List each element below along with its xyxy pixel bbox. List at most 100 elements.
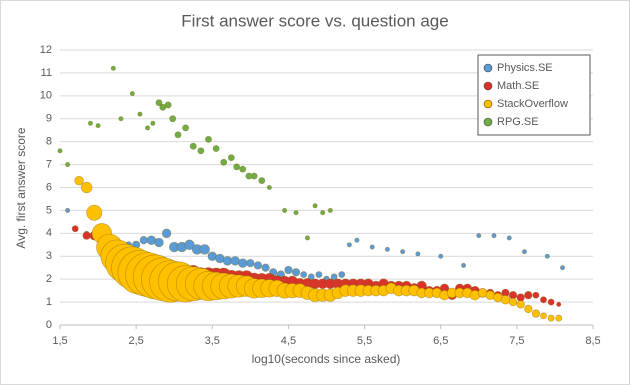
legend-label: Math.SE bbox=[497, 80, 539, 92]
marker bbox=[266, 184, 272, 191]
marker bbox=[80, 181, 93, 194]
marker bbox=[237, 258, 248, 268]
legend-marker bbox=[483, 81, 493, 91]
marker bbox=[354, 237, 360, 243]
marker bbox=[291, 268, 301, 277]
legend-marker bbox=[483, 63, 493, 73]
marker bbox=[540, 312, 547, 320]
marker bbox=[150, 120, 156, 126]
y-tick-label: 9 bbox=[46, 113, 52, 125]
marker bbox=[129, 90, 135, 97]
marker bbox=[159, 103, 167, 111]
marker bbox=[95, 123, 101, 129]
marker bbox=[184, 239, 195, 251]
y-tick-label: 11 bbox=[41, 67, 52, 79]
y-tick-label: 1 bbox=[46, 296, 52, 308]
marker bbox=[169, 115, 177, 123]
marker bbox=[199, 244, 210, 255]
marker bbox=[205, 135, 212, 143]
x-tick-label: 1,5 bbox=[52, 335, 67, 347]
marker bbox=[346, 242, 352, 248]
marker bbox=[227, 154, 235, 162]
x-tick-label: 4,5 bbox=[281, 335, 296, 347]
marker bbox=[145, 125, 151, 131]
marker bbox=[500, 295, 511, 305]
marker bbox=[312, 203, 318, 209]
marker bbox=[555, 314, 563, 322]
marker bbox=[220, 158, 228, 166]
marker bbox=[182, 124, 190, 132]
marker bbox=[282, 207, 288, 213]
marker bbox=[137, 111, 143, 117]
legend-label: Physics.SE bbox=[497, 62, 553, 74]
x-tick-label: 3,5 bbox=[205, 335, 220, 347]
legend-label: RPG.SE bbox=[497, 116, 539, 128]
marker bbox=[258, 177, 266, 185]
legend-box bbox=[477, 54, 591, 136]
marker bbox=[508, 291, 518, 300]
marker bbox=[415, 251, 421, 257]
marker bbox=[491, 233, 497, 239]
y-tick-label: 5 bbox=[46, 204, 52, 216]
marker bbox=[74, 175, 84, 186]
y-tick-label: 3 bbox=[46, 250, 52, 262]
marker bbox=[559, 265, 566, 271]
marker bbox=[82, 231, 91, 240]
marker bbox=[155, 99, 163, 107]
marker bbox=[516, 293, 525, 302]
marker bbox=[304, 235, 311, 241]
marker bbox=[369, 244, 375, 250]
y-tick-label: 6 bbox=[46, 181, 52, 193]
marker bbox=[86, 204, 103, 221]
marker bbox=[461, 262, 467, 268]
y-tick-label: 4 bbox=[46, 227, 52, 239]
marker bbox=[71, 225, 79, 233]
marker bbox=[506, 235, 512, 241]
marker bbox=[161, 228, 172, 239]
marker bbox=[544, 253, 550, 259]
marker bbox=[524, 291, 533, 300]
marker bbox=[338, 271, 346, 279]
marker bbox=[508, 297, 518, 307]
marker bbox=[65, 207, 71, 213]
legend-marker bbox=[483, 117, 493, 127]
marker bbox=[476, 233, 482, 239]
marker bbox=[516, 300, 525, 309]
marker bbox=[154, 237, 164, 248]
marker bbox=[300, 271, 308, 279]
marker bbox=[540, 296, 547, 304]
marker bbox=[315, 271, 323, 279]
marker bbox=[164, 101, 172, 109]
marker bbox=[327, 207, 333, 213]
marker bbox=[233, 163, 241, 171]
x-tick-label: 7,5 bbox=[509, 335, 524, 347]
marker bbox=[118, 116, 124, 122]
marker bbox=[261, 263, 270, 272]
legend-label: StackOverflow bbox=[497, 98, 568, 110]
marker bbox=[531, 309, 541, 318]
marker bbox=[384, 246, 390, 252]
x-tick-label: 8,5 bbox=[585, 335, 600, 347]
chart-title: First answer score vs. question age bbox=[181, 11, 448, 30]
marker bbox=[87, 120, 94, 126]
marker bbox=[521, 249, 528, 255]
marker bbox=[547, 298, 555, 306]
x-tick-label: 5,5 bbox=[357, 335, 372, 347]
marker bbox=[400, 249, 406, 255]
y-tick-label: 0 bbox=[46, 319, 52, 331]
marker bbox=[293, 210, 299, 216]
marker bbox=[532, 291, 540, 299]
marker bbox=[556, 301, 562, 307]
marker bbox=[139, 236, 148, 245]
marker bbox=[197, 147, 205, 155]
marker bbox=[189, 142, 197, 150]
marker bbox=[253, 261, 263, 270]
marker bbox=[174, 131, 182, 139]
y-tick-label: 12 bbox=[40, 44, 52, 56]
x-tick-label: 2,5 bbox=[128, 335, 143, 347]
x-axis-label: log10(seconds since asked) bbox=[252, 352, 401, 366]
marker bbox=[110, 65, 116, 71]
marker bbox=[212, 145, 220, 153]
marker bbox=[250, 172, 258, 180]
